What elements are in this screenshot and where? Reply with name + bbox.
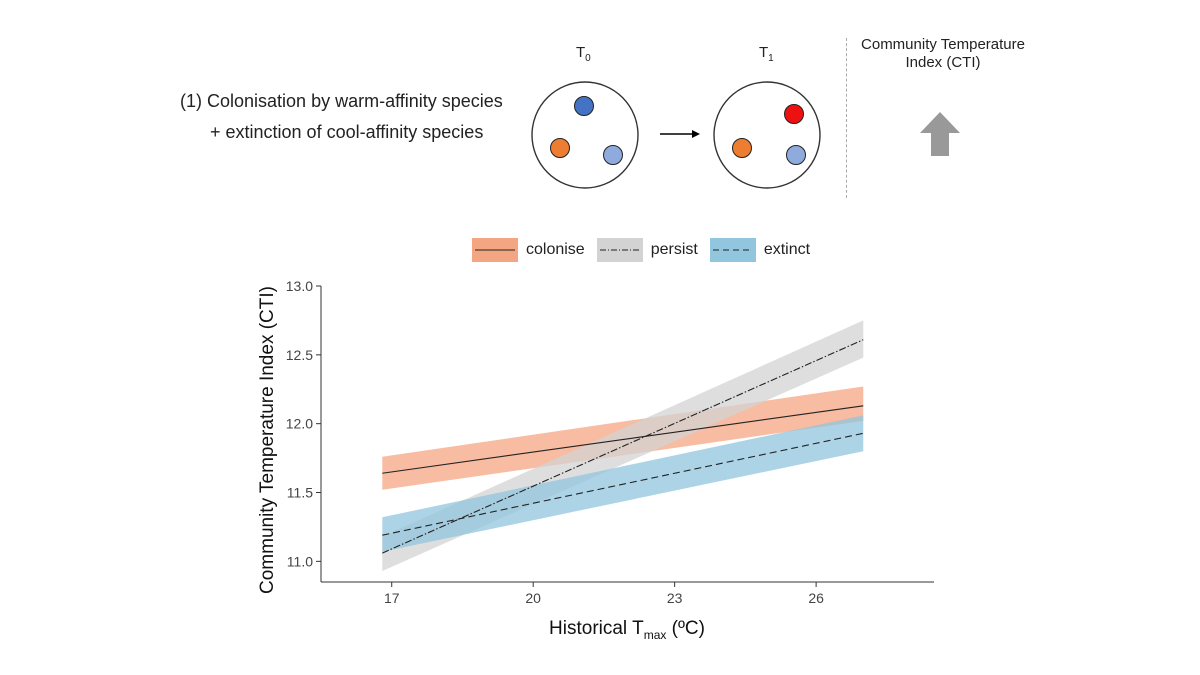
y-tick-label: 12.0: [286, 416, 313, 432]
y-tick-label: 12.5: [286, 347, 313, 363]
y-tick-label: 13.0: [286, 278, 313, 294]
x-tick-label: 26: [808, 590, 824, 606]
species-dot-t1-3: [786, 145, 806, 165]
legend-label-persist: persist: [650, 241, 698, 258]
y-tick-label: 11.5: [287, 485, 313, 501]
t1-label: T1: [759, 44, 774, 64]
confidence-band-extinct: [382, 415, 864, 552]
legend-label-extinct: extinct: [763, 241, 811, 258]
x-tick-label: 23: [667, 590, 683, 606]
y-axis-title: Community Temperature Index (CTI): [257, 286, 278, 594]
legend-item-colonise: colonise: [472, 238, 585, 262]
legend-key-extinct: [709, 238, 756, 262]
trend-line-persist: [382, 339, 864, 554]
chart-legend: colonise persist extinct: [472, 238, 822, 262]
t0-label: T0: [576, 44, 591, 64]
community-t0-circle: [531, 81, 639, 189]
scenario-line-2: + extinction of cool-affinity species: [210, 122, 484, 142]
community-diagram: [531, 81, 960, 189]
x-tick-label: 17: [384, 590, 400, 606]
trend-line-colonise: [382, 405, 864, 474]
x-tick-label: 20: [525, 590, 541, 606]
cti-heading: Community Temperature Index (CTI): [861, 36, 1025, 71]
species-dot-t1-1: [784, 104, 804, 124]
x-axis-title: Historical Tmax (ºC): [549, 618, 705, 642]
section-divider: [846, 38, 847, 198]
scenario-line-1: (1) Colonisation by warm-affinity specie…: [180, 91, 503, 111]
species-dot-t1-2: [732, 138, 752, 158]
legend-item-persist: persist: [596, 238, 698, 262]
time-arrow-icon: [660, 130, 700, 138]
up-arrow-icon: [920, 112, 960, 156]
y-tick-label: 11.0: [287, 553, 313, 569]
scenario-description: (1) Colonisation by warm-affinity specie…: [180, 86, 503, 148]
legend-label-colonise: colonise: [526, 241, 585, 258]
species-dot-t0-3: [603, 145, 623, 165]
trend-line-extinct: [382, 432, 864, 536]
species-dot-t0-1: [574, 96, 594, 116]
legend-key-colonise: [472, 238, 518, 262]
species-dot-t0-2: [550, 138, 570, 158]
legend-key-persist: [596, 238, 643, 262]
legend-item-extinct: extinct: [709, 238, 811, 262]
community-t1-circle: [713, 81, 821, 189]
